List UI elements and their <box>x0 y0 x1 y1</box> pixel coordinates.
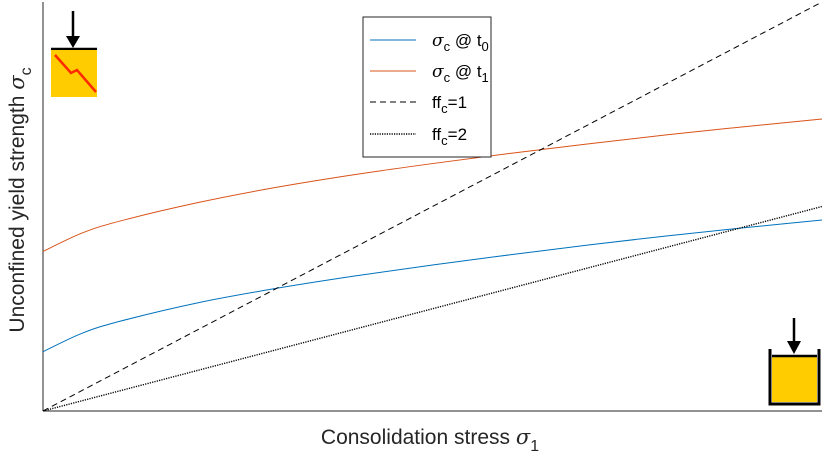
y-axis-label-text: Unconfined yield strength <box>6 90 29 333</box>
axes <box>42 2 822 412</box>
y-axis-label-symbol: σ <box>5 75 29 90</box>
x-axis-label: Consolidation stress σ1 <box>321 425 539 455</box>
x-axis-label-text: Consolidation stress <box>321 426 516 449</box>
y-axis-label-sub: c <box>18 67 35 75</box>
series-layer <box>42 1 823 412</box>
legend-label-series-0: σc @ t0 <box>432 31 489 54</box>
legend: σc @ t0 σc @ t1 ffc=1 ffc=2 <box>362 16 492 158</box>
unconfined-sample-icon <box>51 11 97 97</box>
legend-label-series-2: ffc=1 <box>432 93 467 116</box>
series-line-3 <box>42 205 823 412</box>
x-axis-label-symbol: σ <box>516 425 531 449</box>
confined-sample-icon <box>768 318 821 406</box>
series-line-0 <box>42 219 823 353</box>
x-axis-label-sub: 1 <box>530 438 539 455</box>
y-axis-label: Unconfined yield strength σc <box>5 67 35 332</box>
legend-label-series-1: σc @ t1 <box>432 62 489 85</box>
series-line-2 <box>42 1 823 412</box>
legend-label-series-3: ffc=2 <box>432 125 467 148</box>
series-line-1 <box>42 118 823 252</box>
